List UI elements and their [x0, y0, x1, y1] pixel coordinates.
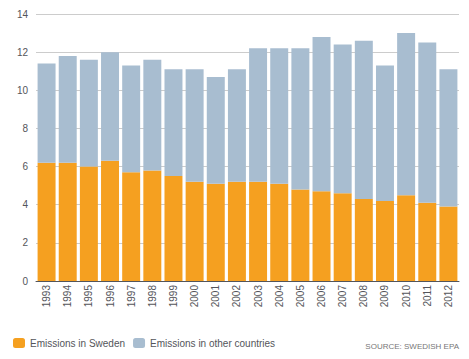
- svg-text:2011: 2011: [422, 285, 433, 307]
- svg-text:2009: 2009: [379, 285, 390, 308]
- svg-text:2001: 2001: [210, 285, 221, 308]
- svg-text:2006: 2006: [316, 285, 327, 308]
- svg-text:2003: 2003: [253, 285, 264, 308]
- svg-text:Emissions in Sweden: Emissions in Sweden: [30, 338, 125, 349]
- svg-text:2002: 2002: [231, 285, 242, 308]
- svg-text:0: 0: [22, 276, 28, 287]
- svg-text:2: 2: [22, 237, 28, 248]
- svg-text:1994: 1994: [62, 285, 73, 308]
- svg-text:2005: 2005: [295, 285, 306, 308]
- svg-text:1996: 1996: [105, 285, 116, 308]
- svg-text:8: 8: [22, 123, 28, 134]
- svg-text:SOURCE: SWEDISH EPA: SOURCE: SWEDISH EPA: [365, 342, 459, 351]
- svg-text:1999: 1999: [168, 285, 179, 308]
- svg-text:6: 6: [22, 161, 28, 172]
- svg-text:Emissions in other countries: Emissions in other countries: [150, 338, 275, 349]
- svg-text:1998: 1998: [147, 285, 158, 308]
- svg-text:1993: 1993: [41, 285, 52, 308]
- svg-text:4: 4: [22, 199, 28, 210]
- svg-text:10: 10: [17, 85, 29, 96]
- svg-text:14: 14: [17, 9, 29, 20]
- svg-text:2007: 2007: [337, 285, 348, 308]
- svg-text:2000: 2000: [189, 285, 200, 308]
- svg-text:2010: 2010: [401, 285, 412, 308]
- svg-text:12: 12: [17, 47, 29, 58]
- svg-text:1995: 1995: [83, 285, 94, 308]
- svg-text:2004: 2004: [274, 285, 285, 308]
- svg-text:2012: 2012: [443, 285, 454, 308]
- svg-text:2008: 2008: [358, 285, 369, 308]
- svg-text:1997: 1997: [126, 285, 137, 308]
